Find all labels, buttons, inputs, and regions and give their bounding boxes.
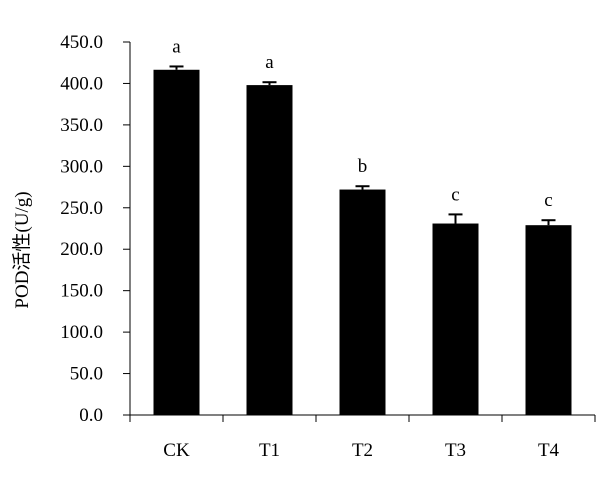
bar	[339, 189, 386, 415]
bar	[525, 225, 572, 415]
y-tick-label: 250.0	[60, 198, 103, 219]
x-category-label: T4	[538, 440, 560, 461]
x-axis: CK T1 T2 T3 T4	[129, 414, 596, 461]
y-tick-label: 400.0	[60, 73, 103, 94]
x-category-label: T3	[445, 440, 466, 461]
y-axis: 0.0 50.0 100.0 150.0 200.0 250.0 300.0 350.0 400…	[60, 32, 131, 426]
significance-label: b	[358, 156, 368, 177]
significance-label: c	[544, 190, 552, 211]
significance-label: a	[172, 36, 181, 57]
y-tick-label: 200.0	[60, 239, 103, 260]
y-tick-label: 50.0	[70, 364, 103, 385]
y-tick-label: 300.0	[60, 156, 103, 177]
significance-label: a	[265, 52, 274, 73]
y-tick-label: 0.0	[79, 405, 103, 426]
bar	[432, 223, 479, 415]
x-category-label: T1	[259, 440, 280, 461]
bar	[246, 85, 293, 415]
y-tick-label: 350.0	[60, 115, 103, 136]
bars: a a b c c	[153, 36, 572, 416]
y-axis-title: POD活性(U/g)	[11, 191, 33, 308]
bar	[153, 69, 200, 416]
significance-label: c	[451, 184, 459, 205]
x-category-label: T2	[352, 440, 373, 461]
y-tick-label: 150.0	[60, 281, 103, 302]
x-category-label: CK	[163, 440, 190, 461]
y-tick-label: 100.0	[60, 322, 103, 343]
y-tick-label: 450.0	[60, 32, 103, 53]
